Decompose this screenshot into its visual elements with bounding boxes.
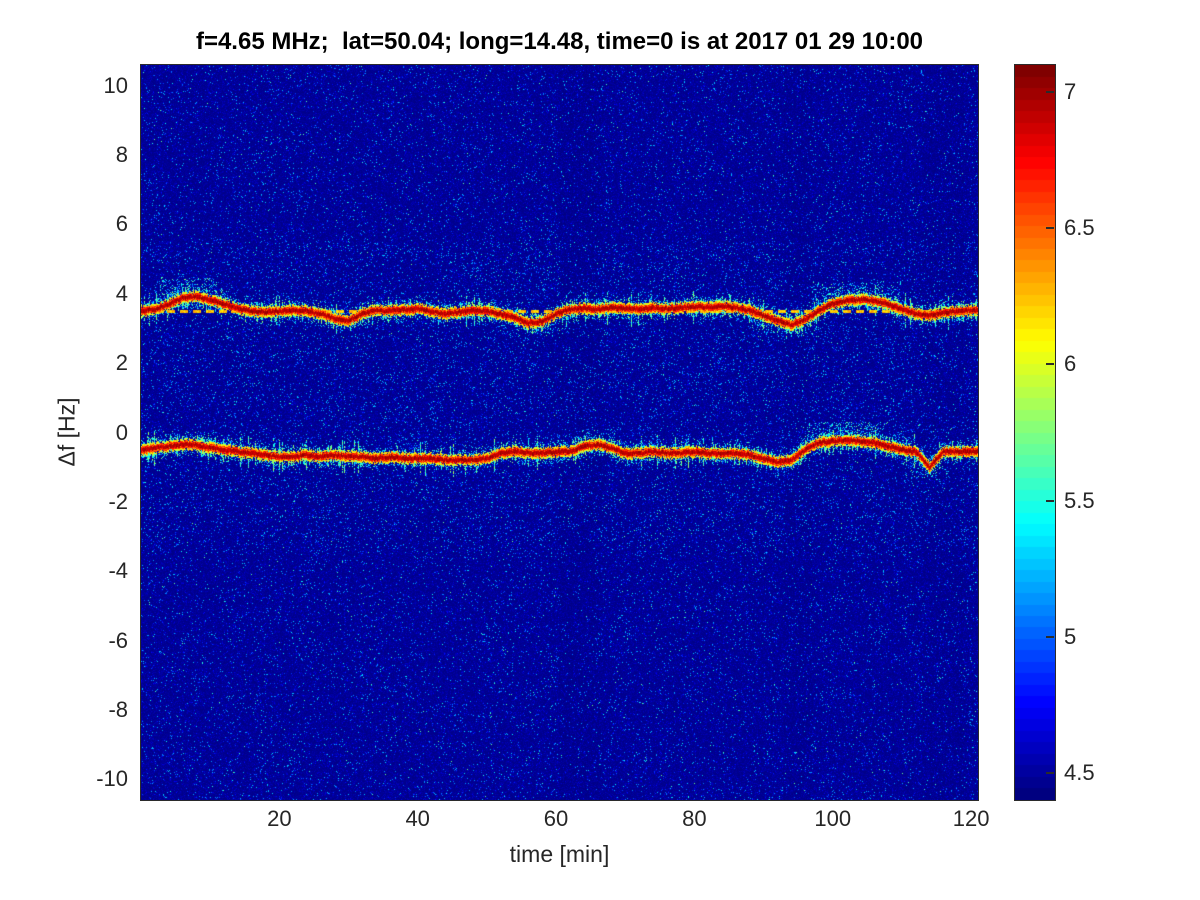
- colorbar-tick-mark: [1046, 635, 1054, 638]
- y-axis-label: Δf [Hz]: [53, 397, 80, 467]
- y-tick-label: -4: [108, 558, 128, 584]
- plot-title: f=4.65 MHz; lat=50.04; long=14.48, time=…: [195, 28, 924, 55]
- colorbar: [1015, 65, 1055, 800]
- colorbar-tick-mark: [1046, 363, 1054, 366]
- colorbar-tick-mark: [1046, 771, 1054, 774]
- y-tick-label: 2: [115, 350, 128, 376]
- x-tick-label: 80: [682, 806, 707, 831]
- y-tick-label: 10: [103, 72, 128, 98]
- y-tick-label: -6: [108, 627, 128, 653]
- colorbar-tick-mark: [1046, 227, 1054, 230]
- y-tick-label: 0: [115, 419, 128, 445]
- colorbar-tick-label: 7: [1064, 79, 1077, 105]
- x-tick-label: 60: [543, 806, 569, 831]
- x-axis-label: time [min]: [509, 841, 610, 867]
- colorbar-tick-label: 6.5: [1064, 215, 1095, 241]
- y-tick-label: 6: [115, 211, 128, 237]
- x-tick-label: 40: [405, 806, 430, 831]
- x-tick-label: 120: [952, 806, 990, 831]
- y-tick-label: 4: [115, 280, 128, 306]
- x-tick-label: 100: [814, 806, 852, 831]
- colorbar-tick-label: 4.5: [1064, 759, 1095, 785]
- x-tick-label: 20: [267, 806, 292, 831]
- colorbar-tick-label: 5.5: [1064, 487, 1095, 513]
- y-tick-label: -8: [108, 696, 128, 722]
- y-tick-label: -2: [108, 488, 128, 514]
- y-tick-label: 8: [115, 142, 128, 168]
- colorbar-tick-mark: [1046, 499, 1054, 502]
- spectrogram-canvas: [141, 65, 978, 800]
- colorbar-tick-label: 6: [1064, 351, 1077, 377]
- y-tick-label: -10: [96, 766, 128, 792]
- colorbar-tick-label: 5: [1064, 623, 1077, 649]
- colorbar-tick-mark: [1046, 91, 1054, 94]
